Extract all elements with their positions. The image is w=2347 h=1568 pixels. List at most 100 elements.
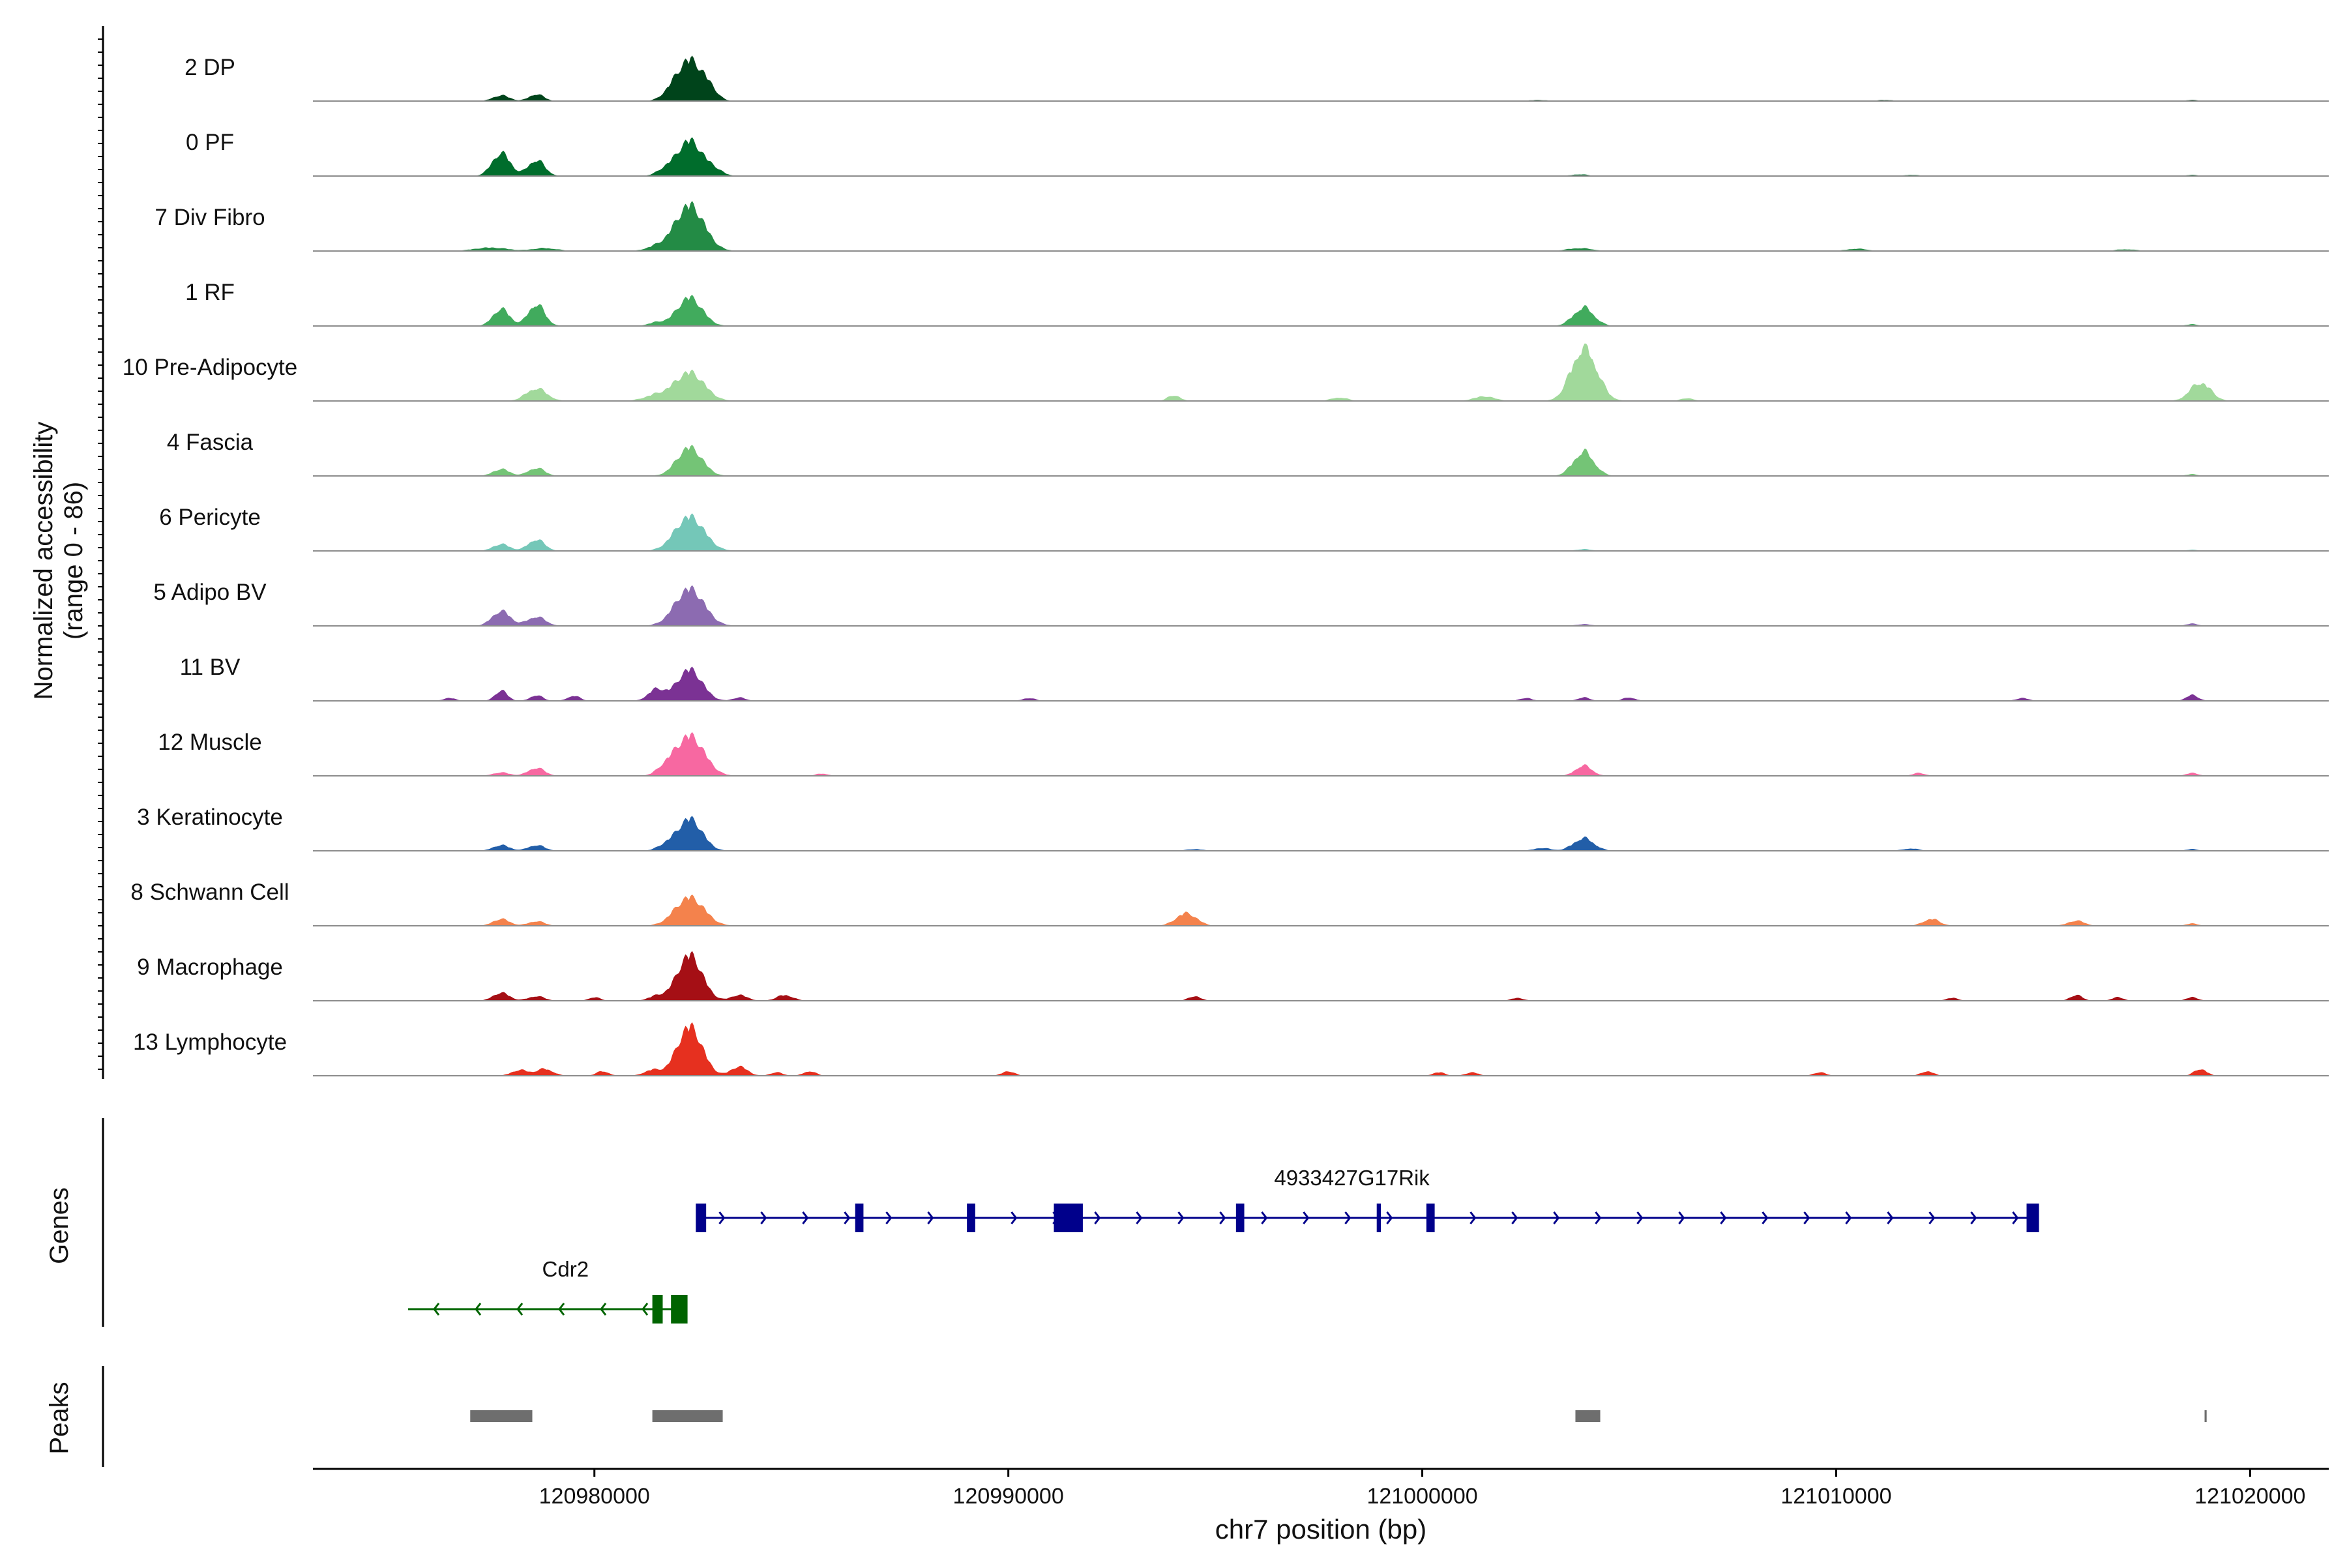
accessibility-area <box>313 513 2329 551</box>
track-label: 6 Pericyte <box>159 505 261 530</box>
track-4-fascia: 4 Fascia <box>167 430 2329 477</box>
gene-exon <box>1235 1204 1245 1232</box>
track-5-adipo-bv: 5 Adipo BV <box>153 580 2329 627</box>
peak-track <box>102 1366 2207 1467</box>
strand-chevron <box>1720 1211 1727 1224</box>
track-0-pf: 0 PF <box>186 130 2329 177</box>
accessibility-area <box>313 1022 2329 1076</box>
gene-exon <box>967 1204 975 1232</box>
gene-label: Cdr2 <box>542 1257 589 1281</box>
track-7-div-fibro: 7 Div Fibro <box>155 201 2329 252</box>
strand-chevron <box>1511 1211 1518 1224</box>
strand-chevron <box>927 1211 934 1224</box>
accessibility-area <box>313 344 2329 401</box>
gene-exon <box>1426 1204 1435 1232</box>
strand-chevron <box>475 1303 482 1316</box>
accessibility-area <box>313 295 2329 326</box>
track-label: 10 Pre-Adipocyte <box>123 355 297 380</box>
strand-chevron <box>1845 1211 1852 1224</box>
accessibility-area <box>313 895 2329 926</box>
track-label: 0 PF <box>186 130 234 155</box>
accessibility-area <box>313 445 2329 476</box>
strand-chevron <box>1261 1211 1268 1224</box>
gene-track: 4933427G17Rik Cdr2 <box>102 1118 2039 1327</box>
strand-chevron <box>1595 1211 1602 1224</box>
track-label: 1 RF <box>185 280 235 305</box>
peak-region <box>2204 1410 2207 1422</box>
strand-chevron <box>558 1303 565 1316</box>
y-axis-label-line2: (range 0 - 86) <box>59 482 88 640</box>
strand-chevron <box>1136 1211 1143 1224</box>
x-tick-label: 120990000 <box>953 1484 1064 1509</box>
gene-exon <box>696 1204 707 1232</box>
track-9-macrophage: 9 Macrophage <box>137 951 2329 1001</box>
x-tick-label: 121000000 <box>1366 1484 1477 1509</box>
track-12-muscle: 12 Muscle <box>158 730 2329 777</box>
strand-chevron <box>1094 1211 1101 1224</box>
gene-exon <box>652 1295 663 1324</box>
accessibility-area <box>313 137 2329 176</box>
accessibility-area <box>313 951 2329 1001</box>
strand-chevron <box>844 1211 851 1224</box>
track-2-dp: 2 DP <box>185 55 2329 102</box>
gene-exon <box>671 1295 688 1324</box>
track-1-rf: 1 RF <box>185 280 2329 327</box>
track-label: 8 Schwann Cell <box>130 880 289 905</box>
x-tick-label: 121020000 <box>2194 1484 2305 1509</box>
strand-chevron <box>1177 1211 1185 1224</box>
track-label: 12 Muscle <box>158 730 262 755</box>
y-axis-label-line1: Normalized accessibility <box>29 422 58 700</box>
strand-chevron <box>1469 1211 1477 1224</box>
strand-chevron <box>1011 1211 1018 1224</box>
track-label: 7 Div Fibro <box>155 205 265 230</box>
accessibility-tracks: 2 DP 0 PF 7 Div Fibro 1 RF 10 Pre-Adipocyte 4… <box>98 26 2329 1079</box>
track-label: 2 DP <box>185 55 235 80</box>
strand-chevron <box>1553 1211 1560 1224</box>
strand-chevron <box>1344 1211 1351 1224</box>
accessibility-area <box>313 55 2329 101</box>
track-8-schwann-cell: 8 Schwann Cell <box>130 880 2329 926</box>
track-label: 11 BV <box>180 655 241 680</box>
track-10-pre-adipocyte: 10 Pre-Adipocyte <box>123 344 2329 402</box>
strand-chevron <box>1887 1211 1894 1224</box>
gene-4933427g17rik: 4933427G17Rik <box>696 1166 2039 1232</box>
track-label: 3 Keratinocyte <box>137 805 283 830</box>
gene-exon <box>855 1204 864 1232</box>
strand-chevron <box>1678 1211 1685 1224</box>
x-axis-label: chr7 position (bp) <box>1215 1514 1427 1545</box>
strand-chevron <box>1636 1211 1644 1224</box>
strand-chevron <box>1928 1211 1936 1224</box>
accessibility-area <box>313 585 2329 626</box>
track-label: 5 Adipo BV <box>153 580 267 605</box>
peaks-panel-label: Peaks <box>45 1382 74 1454</box>
strand-chevron <box>760 1211 767 1224</box>
accessibility-area <box>313 732 2329 776</box>
strand-chevron <box>516 1303 524 1316</box>
peak-region <box>1575 1410 1601 1422</box>
track-3-keratinocyte: 3 Keratinocyte <box>137 805 2329 851</box>
strand-chevron <box>1303 1211 1310 1224</box>
x-tick-label: 121010000 <box>1780 1484 1891 1509</box>
accessibility-area <box>313 666 2329 701</box>
strand-chevron <box>600 1303 607 1316</box>
strand-chevron <box>1386 1211 1393 1224</box>
gene-exon <box>1376 1204 1381 1232</box>
track-6-pericyte: 6 Pericyte <box>159 505 2329 552</box>
x-tick-label: 120980000 <box>539 1484 650 1509</box>
track-label: 13 Lymphocyte <box>133 1029 287 1055</box>
x-axis: 120980000 120990000 121000000 121010000 1210… <box>313 1468 2329 1509</box>
track-13-lymphocyte: 13 Lymphocyte <box>133 1022 2329 1076</box>
gene-exon <box>1054 1204 1083 1232</box>
track-label: 9 Macrophage <box>137 954 283 980</box>
strand-chevron <box>642 1303 649 1316</box>
genes-panel-label: Genes <box>45 1187 74 1264</box>
peak-region <box>652 1410 723 1422</box>
strand-chevron <box>2012 1211 2019 1224</box>
strand-chevron <box>1219 1211 1226 1224</box>
track-11-bv: 11 BV <box>180 655 2329 702</box>
strand-chevron <box>885 1211 893 1224</box>
accessibility-area <box>313 816 2329 851</box>
strand-chevron <box>1970 1211 1977 1224</box>
